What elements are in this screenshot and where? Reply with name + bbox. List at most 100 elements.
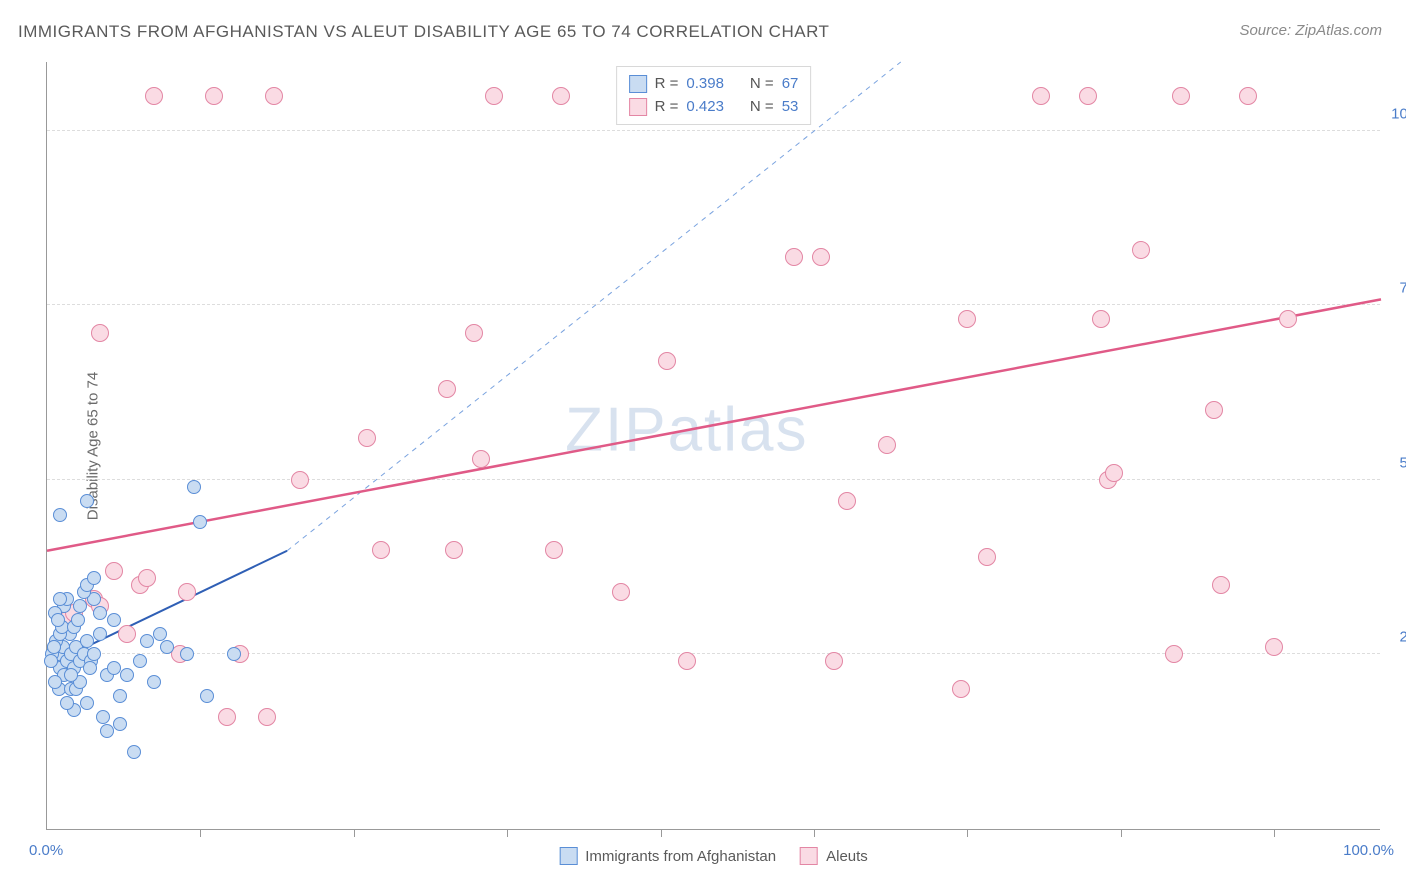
x-label-right: 100.0%	[1343, 842, 1394, 859]
stat-n-label: N =	[750, 96, 774, 119]
trend-line-aleut	[47, 299, 1381, 550]
legend-item-afghan: Immigrants from Afghanistan	[559, 847, 776, 865]
data-point-afghan	[160, 640, 174, 654]
gridline	[47, 304, 1380, 305]
data-point-aleut	[978, 548, 996, 566]
y-tick-label: 100.0%	[1391, 105, 1406, 122]
x-label-left: 0.0%	[29, 842, 63, 859]
source-label: Source: ZipAtlas.com	[1239, 22, 1382, 39]
y-tick-label: 25.0%	[1399, 629, 1406, 646]
gridline	[47, 130, 1380, 131]
data-point-aleut	[1205, 401, 1223, 419]
x-tick	[200, 829, 201, 837]
data-point-afghan	[87, 647, 101, 661]
legend-item-aleut: Aleuts	[800, 847, 868, 865]
data-point-aleut	[138, 569, 156, 587]
data-point-afghan	[120, 668, 134, 682]
data-point-afghan	[140, 634, 154, 648]
data-point-aleut	[1172, 87, 1190, 105]
data-point-aleut	[658, 352, 676, 370]
data-point-aleut	[1239, 87, 1257, 105]
data-point-afghan	[48, 675, 62, 689]
stats-row-afghan: R = 0.398 N = 67	[629, 73, 799, 96]
data-point-aleut	[205, 87, 223, 105]
stat-r-label: R =	[655, 73, 679, 96]
data-point-aleut	[545, 541, 563, 559]
data-point-afghan	[107, 661, 121, 675]
data-point-aleut	[1105, 464, 1123, 482]
data-point-aleut	[178, 583, 196, 601]
data-point-afghan	[80, 634, 94, 648]
data-point-aleut	[258, 708, 276, 726]
watermark-text: ZIPatlas	[565, 395, 808, 466]
data-point-afghan	[127, 745, 141, 759]
data-point-afghan	[193, 515, 207, 529]
data-point-afghan	[64, 668, 78, 682]
x-tick	[507, 829, 508, 837]
data-point-aleut	[1032, 87, 1050, 105]
data-point-aleut	[825, 652, 843, 670]
data-point-afghan	[96, 710, 110, 724]
data-point-afghan	[80, 494, 94, 508]
x-tick	[1121, 829, 1122, 837]
stat-r-value: 0.398	[686, 73, 724, 96]
data-point-afghan	[113, 717, 127, 731]
data-point-afghan	[71, 613, 85, 627]
data-point-aleut	[1279, 310, 1297, 328]
stat-r-label: R =	[655, 96, 679, 119]
data-point-aleut	[785, 248, 803, 266]
data-point-aleut	[145, 87, 163, 105]
data-point-aleut	[472, 450, 490, 468]
data-point-aleut	[438, 380, 456, 398]
data-point-aleut	[812, 248, 830, 266]
data-point-aleut	[1212, 576, 1230, 594]
data-point-afghan	[107, 613, 121, 627]
data-point-aleut	[291, 471, 309, 489]
data-point-aleut	[1079, 87, 1097, 105]
chart-container: IMMIGRANTS FROM AFGHANISTAN VS ALEUT DIS…	[0, 0, 1406, 892]
data-point-aleut	[1092, 310, 1110, 328]
swatch-aleut	[629, 98, 647, 116]
stat-n-label: N =	[750, 73, 774, 96]
stat-n-value: 67	[782, 73, 799, 96]
data-point-aleut	[878, 436, 896, 454]
data-point-aleut	[1265, 638, 1283, 656]
data-point-afghan	[47, 640, 61, 654]
data-point-aleut	[552, 87, 570, 105]
series-legend: Immigrants from Afghanistan Aleuts	[559, 847, 868, 865]
stat-n-value: 53	[782, 96, 799, 119]
data-point-afghan	[73, 599, 87, 613]
stat-r-value: 0.423	[686, 96, 724, 119]
data-point-afghan	[80, 696, 94, 710]
x-tick	[1274, 829, 1275, 837]
trend-lines	[47, 62, 1380, 829]
data-point-afghan	[60, 696, 74, 710]
data-point-afghan	[200, 689, 214, 703]
data-point-afghan	[53, 592, 67, 606]
data-point-afghan	[44, 654, 58, 668]
data-point-aleut	[265, 87, 283, 105]
data-point-afghan	[87, 571, 101, 585]
x-tick	[967, 829, 968, 837]
data-point-aleut	[465, 324, 483, 342]
stats-legend: R = 0.398 N = 67 R = 0.423 N = 53	[616, 66, 812, 125]
data-point-afghan	[133, 654, 147, 668]
data-point-afghan	[153, 627, 167, 641]
data-point-afghan	[100, 724, 114, 738]
data-point-aleut	[1132, 241, 1150, 259]
data-point-aleut	[118, 625, 136, 643]
data-point-aleut	[1165, 645, 1183, 663]
swatch-aleut	[800, 847, 818, 865]
data-point-afghan	[113, 689, 127, 703]
x-tick	[814, 829, 815, 837]
data-point-afghan	[83, 661, 97, 675]
data-point-afghan	[93, 627, 107, 641]
legend-label: Aleuts	[826, 848, 868, 865]
x-tick	[354, 829, 355, 837]
data-point-afghan	[147, 675, 161, 689]
chart-title: IMMIGRANTS FROM AFGHANISTAN VS ALEUT DIS…	[18, 22, 829, 42]
data-point-aleut	[105, 562, 123, 580]
data-point-afghan	[227, 647, 241, 661]
legend-label: Immigrants from Afghanistan	[585, 848, 776, 865]
stats-row-aleut: R = 0.423 N = 53	[629, 96, 799, 119]
